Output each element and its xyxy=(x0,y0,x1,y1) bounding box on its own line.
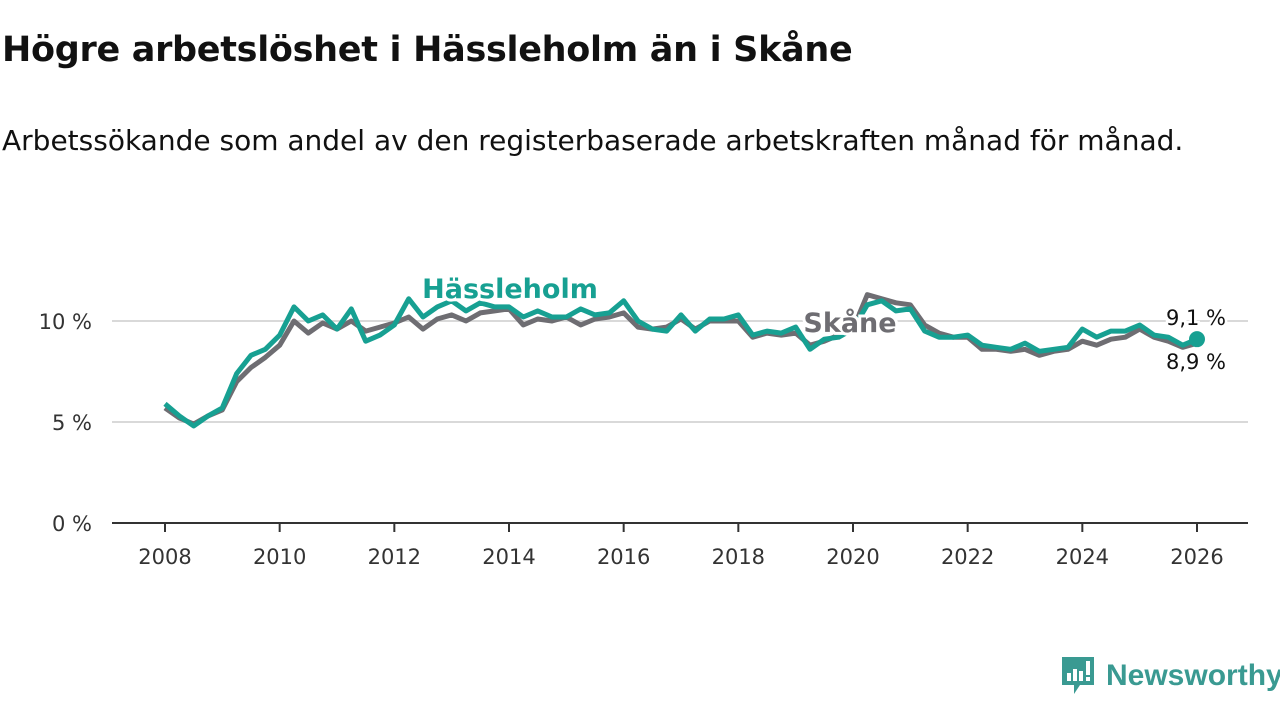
end-label-hassleholm: 9,1 % xyxy=(1166,306,1226,330)
end-label-skane: 8,9 % xyxy=(1166,350,1226,374)
y-tick-label: 5 % xyxy=(52,411,92,435)
x-tick-label: 2010 xyxy=(253,545,306,569)
y-tick-label: 0 % xyxy=(52,512,92,536)
x-tick-label: 2026 xyxy=(1170,545,1223,569)
x-tick-label: 2022 xyxy=(941,545,994,569)
x-tick-label: 2016 xyxy=(597,545,650,569)
brand-name: Newsworthy xyxy=(1106,659,1280,692)
end-point-marker xyxy=(1189,331,1205,348)
chart-title: Högre arbetslöshet i Hässleholm än i Skå… xyxy=(2,30,853,70)
y-tick-label: 10 % xyxy=(39,310,92,334)
x-tick-label: 2008 xyxy=(138,545,191,569)
chart-subtitle: Arbetssökande som andel av den registerb… xyxy=(2,124,1184,157)
x-tick-label: 2014 xyxy=(482,545,535,569)
newsworthy-logo: Newsworthy xyxy=(1060,655,1280,697)
x-tick-label: 2018 xyxy=(712,545,765,569)
x-tick-label: 2024 xyxy=(1056,545,1109,569)
series-label-hassleholm: Hässleholm xyxy=(422,274,598,305)
newsworthy-logo-icon xyxy=(1062,657,1094,694)
x-tick-label: 2012 xyxy=(368,545,421,569)
series-line-hässleholm xyxy=(163,296,1198,429)
x-tick-label: 2020 xyxy=(826,545,879,569)
series-label-skane: Skåne xyxy=(803,307,896,339)
